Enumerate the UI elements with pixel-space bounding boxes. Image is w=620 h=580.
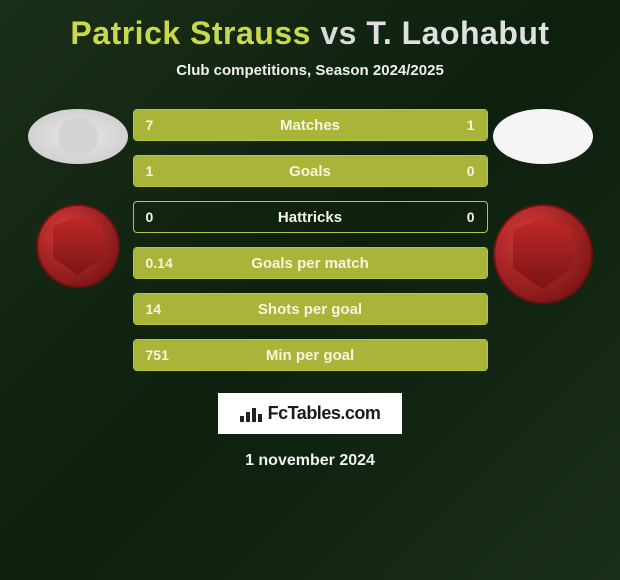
stat-row: 7Matches1 (133, 109, 488, 141)
left-side (23, 109, 133, 288)
stat-value-left: 7 (134, 117, 194, 133)
stat-label: Min per goal (194, 347, 427, 364)
stat-value-left: 751 (134, 347, 194, 363)
comparison-title: Patrick Strauss vs T. Laohabut (70, 15, 549, 52)
player2-photo (493, 109, 593, 164)
footer-site-name: FcTables.com (268, 403, 381, 424)
stat-value-left: 0 (134, 209, 194, 225)
player1-photo (28, 109, 128, 164)
stat-label: Goals per match (194, 255, 427, 272)
vs-text: vs (320, 15, 357, 51)
player2-name: T. Laohabut (366, 15, 549, 51)
stat-row: 1Goals0 (133, 155, 488, 187)
stat-row: 751Min per goal (133, 339, 488, 371)
stats-column: 7Matches11Goals00Hattricks00.14Goals per… (133, 109, 488, 371)
comparison-card: Patrick Strauss vs T. Laohabut Club comp… (0, 0, 620, 480)
right-side (488, 109, 598, 304)
stat-value-right: 0 (427, 209, 487, 225)
player2-club-badge (493, 204, 593, 304)
player1-club-badge (36, 204, 120, 288)
stat-value-left: 1 (134, 163, 194, 179)
stat-value-left: 14 (134, 301, 194, 317)
main-area: 7Matches11Goals00Hattricks00.14Goals per… (0, 109, 620, 371)
footer-date: 1 november 2024 (245, 452, 375, 470)
subtitle: Club competitions, Season 2024/2025 (176, 62, 444, 79)
bars-icon (240, 406, 262, 422)
stat-label: Hattricks (194, 209, 427, 226)
stat-label: Goals (194, 163, 427, 180)
stat-value-right: 1 (427, 117, 487, 133)
footer-logo: FcTables.com (218, 393, 403, 434)
player1-name: Patrick Strauss (70, 15, 311, 51)
stat-row: 14Shots per goal (133, 293, 488, 325)
stat-row: 0Hattricks0 (133, 201, 488, 233)
stat-label: Matches (194, 117, 427, 134)
stat-label: Shots per goal (194, 301, 427, 318)
stat-value-right: 0 (427, 163, 487, 179)
stat-row: 0.14Goals per match (133, 247, 488, 279)
stat-value-left: 0.14 (134, 255, 194, 271)
